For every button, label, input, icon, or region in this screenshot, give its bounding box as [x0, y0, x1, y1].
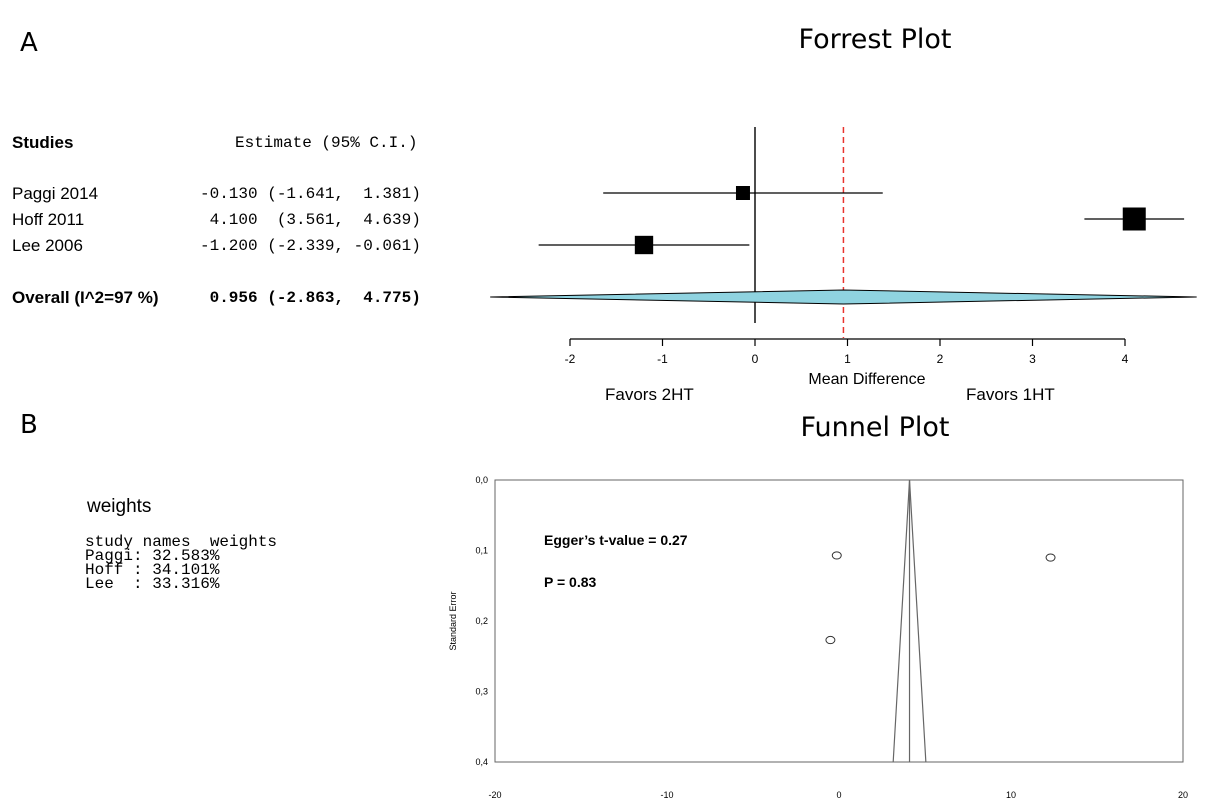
funnel-y-tick-label: 0,4 — [475, 757, 488, 767]
weights-line-header: study names weights — [85, 533, 278, 551]
funnel-x-tick-label: 10 — [1006, 790, 1016, 800]
forest-x-tick-label: 3 — [1029, 352, 1036, 366]
study-estimate-hoff: 4.100 (3.561, 4.639) — [200, 211, 421, 229]
funnel-y-tick-label: 0,3 — [475, 687, 488, 697]
funnel-plot-title: Funnel Plot — [800, 412, 950, 443]
funnel-x-tick-label: -20 — [488, 790, 501, 800]
studies-header: Studies — [12, 133, 74, 152]
favors-right-label: Favors 1HT — [966, 385, 1055, 404]
funnel-study-point — [831, 551, 842, 560]
funnel-x-tick-label: -10 — [660, 790, 673, 800]
weights-line-hoff: Hoff : 34.101% — [85, 561, 220, 579]
funnel-x-tick-label: 0 — [836, 790, 841, 800]
forest-x-tick-label: -2 — [565, 352, 576, 366]
panel-a-letter: A — [20, 28, 38, 58]
forest-plot-title: Forrest Plot — [798, 24, 952, 55]
estimate-marker-lee — [634, 235, 654, 255]
study-name-hoff: Hoff 2011 — [12, 210, 85, 229]
funnel-y-tick-label: 0,2 — [475, 616, 488, 626]
forest-x-tick-label: 4 — [1122, 352, 1129, 366]
study-name-paggi: Paggi 2014 — [12, 184, 99, 203]
funnel-y-tick-label: 0,0 — [475, 475, 488, 485]
weights-title: weights — [87, 496, 152, 517]
study-estimate-paggi: -0.130 (-1.641, 1.381) — [200, 185, 421, 203]
forest-x-tick-label: 2 — [937, 352, 944, 366]
study-estimate-lee: -1.200 (-2.339, -0.061) — [200, 237, 421, 255]
estimate-header: Estimate (95% C.I.) — [235, 134, 418, 152]
forest-plot: -2 -1 0 1 2 3 4 Mean Difference — [490, 127, 1197, 388]
estimate-marker-paggi — [735, 186, 750, 200]
panel-b-letter: B — [20, 410, 38, 440]
funnel-plot-frame — [494, 479, 1184, 763]
forest-x-tick-label: -1 — [657, 352, 668, 366]
funnel-study-point — [1045, 553, 1056, 562]
weights-line-paggi: Paggi: 32.583% — [85, 547, 220, 565]
overall-label: Overall (I^2=97 %) — [12, 288, 159, 307]
estimate-marker-hoff — [1122, 207, 1146, 231]
egger-annotation: Egger’s t-value = 0.27 — [544, 532, 688, 548]
forest-x-tick-label: 0 — [752, 352, 759, 366]
p-value-annotation: P = 0.83 — [544, 574, 597, 590]
weights-line-lee: Lee : 33.316% — [85, 575, 220, 593]
overall-estimate: 0.956 (-2.863, 4.775) — [200, 289, 421, 307]
forest-x-axis-label: Mean Difference — [808, 371, 925, 388]
favors-left-label: Favors 2HT — [605, 385, 694, 404]
forest-overall-diamond — [490, 289, 1197, 305]
study-name-lee: Lee 2006 — [12, 236, 83, 255]
funnel-plot: -20 -10 0 10 20 0,0 0,1 0,2 0,3 0,4 Standard Erro… — [448, 475, 1188, 800]
funnel-x-tick-label: 20 — [1178, 790, 1188, 800]
funnel-y-tick-label: 0,1 — [475, 546, 488, 556]
forest-x-tick-label: 1 — [844, 352, 851, 366]
funnel-y-axis-label: Standard Error — [448, 591, 458, 650]
funnel-study-point — [825, 635, 836, 645]
